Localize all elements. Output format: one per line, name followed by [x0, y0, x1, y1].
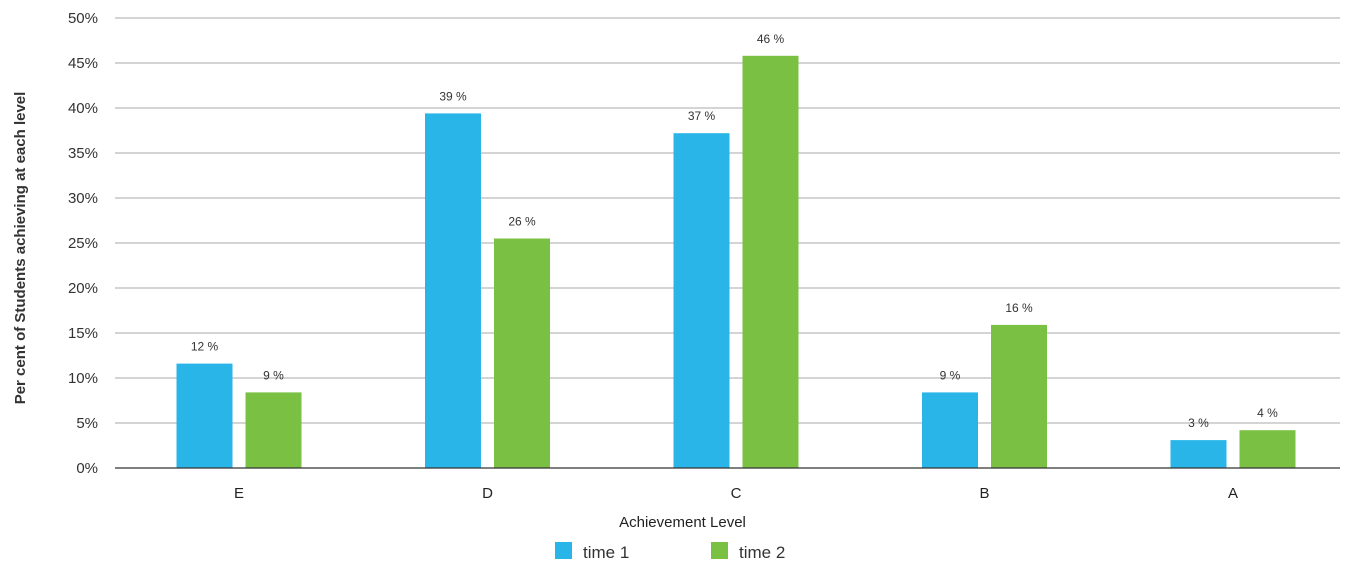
bar-B-series-2: [991, 324, 1047, 468]
legend-swatch-series-1: [555, 542, 572, 559]
bar-E-series-2: [245, 392, 302, 468]
data-label-E-series-1: 12 %: [191, 340, 219, 354]
x-tick-label-E: E: [234, 485, 244, 502]
data-label-B-series-1: 9 %: [940, 368, 961, 382]
y-tick-label: 10%: [68, 370, 98, 387]
bars: [176, 55, 1296, 469]
y-axis-ticks: 0% 5% 10% 15% 20% 25% 30% 35% 40% 45% 50%: [68, 10, 98, 477]
x-tick-label-A: A: [1228, 485, 1238, 502]
bar-A-series-2: [1239, 430, 1296, 468]
y-tick-label: 0%: [76, 460, 98, 477]
y-tick-label: 30%: [68, 190, 98, 207]
data-label-C-series-1: 37 %: [688, 109, 716, 123]
y-tick-label: 50%: [68, 10, 98, 27]
x-tick-label-C: C: [731, 485, 742, 502]
legend: time 1 time 2: [555, 542, 785, 562]
data-label-B-series-2: 16 %: [1005, 301, 1033, 315]
x-tick-label-B: B: [979, 485, 989, 502]
y-tick-label: 25%: [68, 235, 98, 252]
bar-A-series-1: [1170, 440, 1227, 468]
data-label-A-series-1: 3 %: [1188, 416, 1209, 430]
data-label-D-series-2: 26 %: [508, 215, 536, 229]
legend-label-series-2: time 2: [739, 543, 785, 562]
y-tick-label: 40%: [68, 100, 98, 117]
bar-D-series-2: [494, 238, 550, 468]
x-axis-title: Achievement Level: [619, 514, 746, 531]
bar-D-series-1: [425, 113, 481, 469]
y-tick-label: 20%: [68, 280, 98, 297]
x-tick-label-D: D: [482, 485, 493, 502]
data-label-C-series-2: 46 %: [757, 32, 785, 46]
bar-E-series-1: [176, 363, 233, 468]
y-axis-title: Per cent of Students achieving at each l…: [12, 92, 29, 405]
y-tick-label: 35%: [68, 145, 98, 162]
data-label-D-series-1: 39 %: [439, 89, 467, 103]
bar-C-series-1: [673, 133, 730, 468]
data-label-A-series-2: 4 %: [1257, 406, 1278, 420]
legend-swatch-series-2: [711, 542, 728, 559]
bar-C-series-2: [742, 55, 799, 469]
legend-label-series-1: time 1: [583, 543, 629, 562]
bar-B-series-1: [922, 392, 978, 468]
data-label-E-series-2: 9 %: [263, 368, 284, 382]
data-labels: 12 % 9 % 39 % 26 % 37 % 46 % 9 % 16 % 3 % 4 %: [191, 32, 1278, 430]
y-tick-label: 15%: [68, 325, 98, 342]
y-tick-label: 45%: [68, 55, 98, 72]
y-tick-label: 5%: [76, 415, 98, 432]
